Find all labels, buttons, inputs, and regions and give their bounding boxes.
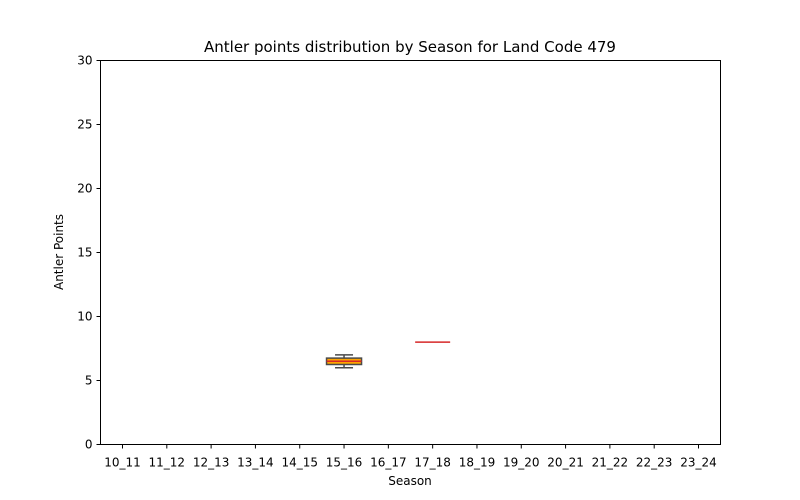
y-tick-label: 25 [77,118,92,132]
y-tick-label: 30 [77,54,92,68]
x-tick-label: 13_14 [237,456,274,470]
x-tick-label: 18_19 [459,456,496,470]
x-tick-label: 17_18 [414,456,451,470]
x-tick-label: 14_15 [281,456,318,470]
y-tick-label: 0 [85,438,93,452]
y-tick-label: 5 [85,374,93,388]
chart-title: Antler points distribution by Season for… [204,38,616,56]
y-tick-label: 20 [77,182,92,196]
x-tick-label: 12_13 [193,456,230,470]
y-tick-label: 15 [77,246,92,260]
x-tick-label: 21_22 [592,456,629,470]
plot-frame [100,60,721,445]
x-tick-label: 10_11 [104,456,141,470]
x-axis: 10_11 11_12 12_13 13_14 14_15 15_16 16_17 17_18… [104,444,717,470]
x-tick-label: 19_20 [503,456,540,470]
y-tick-label: 10 [77,310,92,324]
x-tick-label: 11_12 [149,456,186,470]
y-axis-label: Antler Points [52,214,66,290]
x-tick-label: 20_21 [547,456,584,470]
y-axis: 0 5 10 15 20 25 30 [77,54,101,452]
x-tick-label: 15_16 [326,456,363,470]
box-15_16 [325,354,363,369]
x-axis-label: Season [388,474,432,488]
x-tick-label: 23_24 [680,456,717,470]
box-series [325,341,451,369]
x-tick-label: 16_17 [370,456,407,470]
x-tick-label: 22_23 [636,456,673,470]
